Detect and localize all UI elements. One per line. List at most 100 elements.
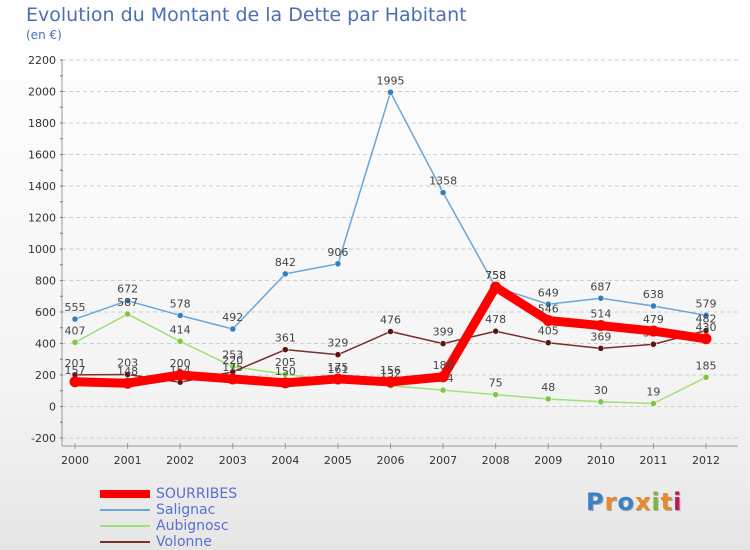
data-label-aubignosc: 75 <box>489 377 503 390</box>
data-point-aubignosc <box>545 395 552 403</box>
logo-letter: r <box>604 488 618 516</box>
x-tick-label: 2009 <box>534 454 562 467</box>
data-label-salignac: 758 <box>485 269 506 282</box>
logo-letter: o <box>617 488 635 516</box>
data-label-sourribes: 150 <box>275 365 296 378</box>
logo-letter: x <box>634 488 652 516</box>
data-label-salignac: 578 <box>170 297 191 310</box>
data-point-sourribes <box>647 325 659 337</box>
legend-swatch-salignac <box>100 509 150 511</box>
data-label-aubignosc: 30 <box>594 384 608 397</box>
legend-label-salignac: Salignac <box>156 502 216 518</box>
data-label-sourribes: 188 <box>433 359 454 372</box>
data-label-volonne: 329 <box>327 337 348 350</box>
x-tick-label: 2007 <box>429 454 457 467</box>
data-point-sourribes <box>542 315 554 327</box>
x-tick-label: 2008 <box>482 454 510 467</box>
data-label-volonne: 203 <box>117 357 138 370</box>
logo-letter: i <box>673 488 683 516</box>
data-point-volonne <box>597 345 605 352</box>
data-label-salignac: 842 <box>275 256 296 269</box>
legend-swatch-aubignosc <box>100 525 150 527</box>
data-point-volonne <box>282 346 289 353</box>
data-label-volonne: 369 <box>590 330 611 343</box>
data-point-salignac <box>650 302 657 310</box>
x-tick-label: 2003 <box>219 454 247 467</box>
data-point-sourribes <box>595 320 607 332</box>
data-label-aubignosc: 185 <box>696 359 717 372</box>
x-tick-label: 2002 <box>166 454 194 467</box>
data-point-aubignosc <box>71 339 79 346</box>
data-point-volonne <box>439 340 447 347</box>
data-label-volonne: 399 <box>433 326 454 339</box>
x-tick-label: 2010 <box>587 454 615 467</box>
x-tick-label: 2011 <box>639 454 667 467</box>
data-label-sourribes: 758 <box>485 269 506 282</box>
data-point-sourribes <box>174 369 186 381</box>
data-label-salignac: 555 <box>65 301 86 314</box>
data-point-salignac <box>597 295 605 302</box>
data-point-salignac <box>282 270 289 278</box>
data-point-salignac <box>702 312 710 319</box>
logo-letter: i <box>651 488 661 516</box>
data-point-salignac <box>124 297 131 304</box>
data-point-salignac <box>545 301 552 308</box>
data-label-sourribes: 175 <box>327 361 348 374</box>
data-label-aubignosc: 587 <box>117 296 138 309</box>
data-label-sourribes: 157 <box>65 364 86 377</box>
data-label-aubignosc: 48 <box>541 381 555 394</box>
proxiti-logo: Proxiti <box>586 488 682 516</box>
legend-label-sourribes: SOURRIBES <box>156 486 238 502</box>
y-tick-label: 2000 <box>28 86 56 99</box>
x-tick-label: 2005 <box>324 454 352 467</box>
legend-swatch-sourribes <box>100 490 150 498</box>
chart-title: Evolution du Montant de la Dette par Hab… <box>26 4 467 26</box>
data-point-salignac <box>229 325 236 333</box>
data-point-aubignosc <box>702 374 710 381</box>
data-point-sourribes <box>437 371 449 383</box>
x-tick-label: 2004 <box>271 454 299 467</box>
data-label-aubignosc: 407 <box>65 324 86 337</box>
legend-swatch-volonne <box>100 541 150 543</box>
data-point-aubignosc <box>124 310 131 318</box>
y-tick-label: 200 <box>35 369 56 382</box>
data-label-salignac: 649 <box>538 286 559 299</box>
data-label-salignac: 687 <box>590 280 611 293</box>
data-label-volonne: 405 <box>538 325 559 338</box>
y-tick-label: 800 <box>35 275 56 288</box>
data-label-volonne: 478 <box>485 313 506 326</box>
data-label-sourribes: 546 <box>538 303 559 316</box>
data-label-salignac: 1995 <box>377 74 405 87</box>
data-label-sourribes: 430 <box>696 321 717 334</box>
data-point-aubignosc <box>597 398 605 406</box>
data-point-aubignosc <box>176 338 184 345</box>
y-tick-label: -200 <box>31 432 56 445</box>
data-point-aubignosc <box>650 400 657 407</box>
data-label-volonne: 482 <box>696 313 717 326</box>
data-point-salignac <box>387 89 394 96</box>
y-tick-label: 1400 <box>28 180 56 193</box>
logo-letter: t <box>660 488 674 516</box>
data-label-sourribes: 200 <box>170 357 191 370</box>
data-point-salignac <box>176 312 184 319</box>
y-tick-label: 600 <box>35 306 56 319</box>
data-label-sourribes: 175 <box>222 361 243 374</box>
x-tick-label: 2001 <box>114 454 142 467</box>
data-point-sourribes <box>122 377 134 389</box>
data-point-volonne <box>334 351 342 358</box>
data-point-volonne <box>124 371 131 378</box>
data-label-salignac: 492 <box>222 311 243 324</box>
data-label-aubignosc: 414 <box>170 323 191 336</box>
data-point-sourribes <box>490 281 502 293</box>
y-tick-label: 400 <box>35 338 56 351</box>
data-point-salignac <box>439 189 447 196</box>
logo-letter: P <box>586 488 605 516</box>
legend-label-volonne: Volonne <box>156 534 212 550</box>
series-line-salignac <box>74 91 707 330</box>
y-tick-label: 2200 <box>28 54 56 67</box>
data-point-volonne <box>492 327 499 335</box>
data-point-aubignosc <box>439 386 447 394</box>
data-point-salignac <box>71 315 79 323</box>
data-point-aubignosc <box>492 391 499 398</box>
data-point-sourribes <box>332 373 344 385</box>
